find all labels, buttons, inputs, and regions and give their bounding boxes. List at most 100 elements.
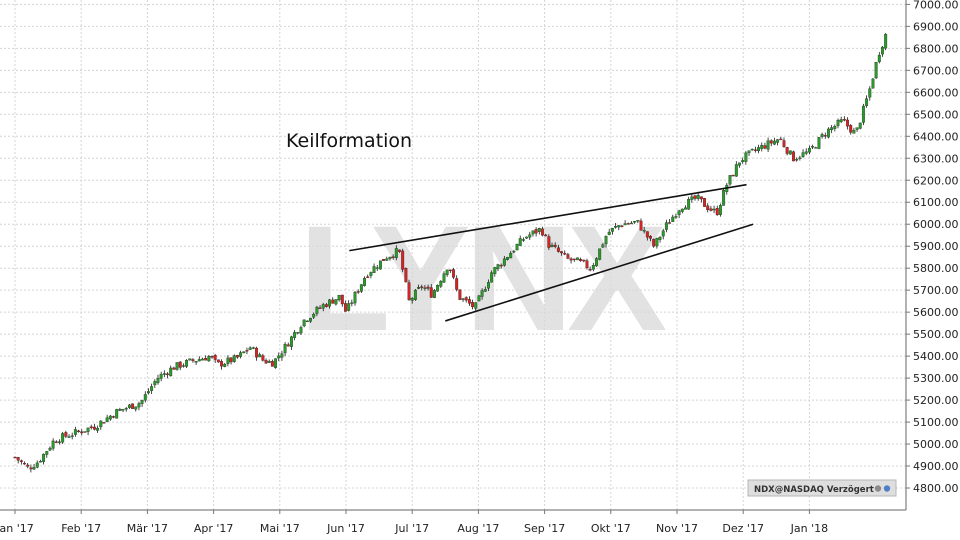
candle-down xyxy=(172,367,176,370)
candle-up xyxy=(827,128,830,138)
candle-down xyxy=(64,432,68,437)
candle-down xyxy=(563,253,567,255)
candle-up xyxy=(677,210,681,216)
x-tick-label: Dez '17 xyxy=(722,522,764,535)
candle-up xyxy=(105,417,109,422)
y-tick-label: 6200.00 xyxy=(913,174,959,187)
candle-down xyxy=(782,140,786,147)
y-tick-label: 6700.00 xyxy=(913,64,959,77)
x-tick-label: Jan '18 xyxy=(790,522,828,535)
candle-down xyxy=(426,286,430,289)
candle-up xyxy=(45,451,49,455)
x-tick-label: Sep '17 xyxy=(524,522,565,535)
candle-down xyxy=(699,196,703,200)
candle-up xyxy=(143,394,147,401)
y-tick-label: 6900.00 xyxy=(913,20,959,33)
candle-down xyxy=(216,359,220,363)
candle-down xyxy=(13,456,17,459)
candle-up xyxy=(432,290,436,298)
candle-down xyxy=(404,268,408,283)
candle-down xyxy=(131,403,135,409)
candle-up xyxy=(223,363,227,367)
candle-down xyxy=(471,302,475,308)
y-axis-ticks: 4800.00 4900.00 5000.00 5100.00 5200.00 5300.… xyxy=(906,0,959,495)
candle-up xyxy=(159,374,163,379)
candle-up xyxy=(334,299,338,305)
candle-up xyxy=(766,140,770,150)
candle-down xyxy=(235,355,239,358)
candle-down xyxy=(324,304,328,307)
candle-up xyxy=(153,381,157,386)
x-axis-ticks: Jan '17 Feb '17 Mär '17 Apr '17 Mai '17 Jun '… xyxy=(0,510,828,535)
y-tick-label: 5700.00 xyxy=(913,284,959,297)
candle-up xyxy=(518,238,522,246)
candle-down xyxy=(264,360,268,364)
grid-lines xyxy=(0,0,906,510)
candle-up xyxy=(610,227,614,232)
candle-up xyxy=(550,244,554,247)
candle-up xyxy=(474,302,478,309)
candle-up xyxy=(51,440,55,449)
candle-down xyxy=(693,195,697,199)
candle-up xyxy=(312,313,316,318)
candle-up xyxy=(328,299,332,307)
candle-up xyxy=(884,33,888,49)
candle-down xyxy=(842,119,846,121)
candle-up xyxy=(788,150,792,155)
candle-up xyxy=(188,358,192,361)
candle-up xyxy=(32,467,36,470)
candle-down xyxy=(23,462,26,465)
candle-up xyxy=(881,46,884,55)
candle-up xyxy=(277,355,281,359)
candle-up xyxy=(490,272,494,283)
candle-up xyxy=(604,236,608,245)
candle-up xyxy=(372,266,376,273)
candle-up xyxy=(772,140,776,145)
candle-down xyxy=(731,174,735,177)
candle-down xyxy=(80,431,84,434)
candle-up xyxy=(633,221,637,223)
candle-down xyxy=(464,297,468,301)
candle-down xyxy=(229,357,233,363)
candle-down xyxy=(77,430,81,433)
candle-down xyxy=(585,260,589,269)
candle-up xyxy=(388,256,392,260)
candle-down xyxy=(286,344,290,347)
candle-up xyxy=(487,282,490,289)
candle-down xyxy=(178,361,182,368)
candle-down xyxy=(455,278,459,290)
source-box xyxy=(747,479,897,497)
candle-up xyxy=(302,319,306,327)
candle-up xyxy=(150,386,154,391)
candle-down xyxy=(823,135,827,137)
candle-down xyxy=(112,416,115,418)
candle-down xyxy=(29,467,33,470)
candle-up xyxy=(623,223,627,226)
candle-up xyxy=(207,356,211,362)
candle-down xyxy=(54,441,58,443)
candle-up xyxy=(595,258,598,267)
candle-up xyxy=(483,289,487,292)
candle-up xyxy=(293,332,297,338)
candle-up xyxy=(175,362,179,370)
candle-up xyxy=(728,175,732,185)
candle-up xyxy=(61,433,65,443)
candle-down xyxy=(579,259,583,261)
y-tick-label: 5800.00 xyxy=(913,262,959,275)
candle-down xyxy=(213,355,217,360)
candle-down xyxy=(560,251,563,254)
candle-up xyxy=(461,298,465,300)
y-tick-label: 4900.00 xyxy=(913,460,959,473)
candle-up xyxy=(617,225,621,228)
candle-down xyxy=(556,247,560,252)
candle-up xyxy=(642,230,646,232)
candle-up xyxy=(477,295,481,302)
candle-up xyxy=(442,273,446,283)
candles xyxy=(13,33,888,473)
candle-up xyxy=(531,230,535,235)
candle-up xyxy=(734,164,738,177)
candle-up xyxy=(690,196,694,200)
candle-up xyxy=(99,420,103,428)
candle-up xyxy=(127,404,131,408)
candle-up xyxy=(321,304,325,309)
